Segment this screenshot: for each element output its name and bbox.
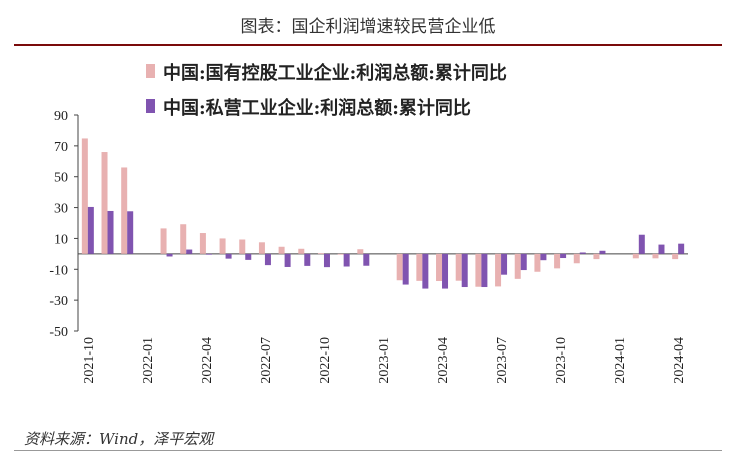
- x-tick-label: 2021-10: [82, 337, 97, 384]
- bar-private: [579, 252, 586, 254]
- x-tick-label: 2022-01: [141, 337, 156, 384]
- legend-label-state-owned: 中国:国有控股工业企业:利润总额:累计同比: [163, 62, 507, 84]
- bar-private: [225, 253, 232, 259]
- x-tick-label: 2024-04: [672, 337, 687, 384]
- bar-private: [520, 253, 527, 271]
- y-tick-label: -30: [49, 294, 68, 309]
- bar-private: [422, 253, 429, 289]
- bar-private: [264, 253, 271, 266]
- bar-state-owned: [652, 253, 659, 259]
- bar-private: [501, 253, 508, 275]
- bar-state-owned: [239, 239, 246, 254]
- x-tick-label: 2023-10: [554, 337, 569, 384]
- bar-state-owned: [514, 253, 521, 279]
- bar-state-owned: [436, 253, 443, 282]
- bar-state-owned: [199, 233, 206, 254]
- y-tick-label: -50: [49, 325, 68, 340]
- bar-private: [245, 253, 252, 260]
- bar-private: [442, 253, 449, 289]
- bar-private: [323, 253, 330, 268]
- legend-swatch-private: [146, 99, 155, 113]
- bar-state-owned: [81, 138, 88, 254]
- bar-state-owned: [278, 246, 285, 254]
- bar-private: [599, 250, 606, 254]
- source-note: 资料来源：Wind，泽平宏观: [24, 430, 214, 448]
- bar-private: [678, 243, 685, 254]
- bar-state-owned: [219, 238, 226, 254]
- bar-state-owned: [258, 242, 265, 254]
- bar-private: [284, 253, 291, 267]
- x-tick-label: 2022-10: [318, 337, 333, 384]
- bar-private: [402, 253, 409, 285]
- bar-state-owned: [121, 167, 128, 254]
- x-tick-label: 2023-01: [377, 337, 392, 384]
- bar-private: [107, 210, 114, 254]
- bar-state-owned: [573, 253, 580, 264]
- legend-swatch-state-owned: [146, 64, 155, 78]
- bar-state-owned: [455, 253, 462, 281]
- footer-divider: [14, 450, 722, 451]
- bar-state-owned: [632, 253, 639, 259]
- y-tick-label: 50: [54, 171, 68, 186]
- bar-state-owned: [475, 253, 482, 287]
- bar-state-owned: [317, 253, 324, 255]
- bar-state-owned: [672, 253, 679, 260]
- bar-private: [461, 253, 468, 288]
- x-tick-label: 2022-04: [200, 337, 215, 384]
- x-tick-label: 2023-07: [495, 337, 510, 384]
- bar-state-owned: [416, 253, 423, 281]
- bar-private: [560, 253, 567, 259]
- legend-label-private: 中国:私营工业企业:利润总额:累计同比: [163, 97, 471, 119]
- x-tick-label: 2024-01: [613, 337, 628, 384]
- bar-private: [205, 253, 212, 255]
- y-tick-label: 10: [54, 232, 68, 247]
- bar-private: [304, 253, 311, 266]
- bar-private: [540, 253, 547, 261]
- y-tick-label: 30: [54, 202, 68, 217]
- bar-state-owned: [396, 253, 403, 281]
- y-tick-label: 70: [54, 140, 68, 155]
- bar-state-owned: [534, 253, 541, 272]
- bar-state-owned: [160, 228, 167, 254]
- bar-private: [481, 253, 488, 288]
- bar-private: [658, 244, 665, 254]
- bar-private: [127, 211, 134, 254]
- x-tick-label: 2022-07: [259, 337, 274, 384]
- bar-state-owned: [337, 253, 344, 255]
- bar-state-owned: [298, 248, 305, 254]
- bar-private: [87, 206, 94, 254]
- bar-private: [166, 253, 173, 257]
- bar-state-owned: [554, 253, 561, 269]
- bar-state-owned: [180, 224, 187, 254]
- bar-private: [343, 253, 350, 267]
- bar-state-owned: [495, 253, 502, 287]
- bar-state-owned: [593, 253, 600, 260]
- bar-private: [638, 234, 645, 254]
- x-tick-label: 2023-04: [436, 337, 451, 384]
- bar-state-owned: [101, 152, 108, 254]
- y-tick-label: -10: [49, 263, 68, 278]
- bar-private: [363, 253, 370, 266]
- page-title: 图表：国企利润增速较民营企业低: [240, 17, 496, 37]
- header-divider: [14, 44, 722, 46]
- y-tick-label: 90: [54, 109, 68, 124]
- chart-legend: 中国:国有控股工业企业:利润总额:累计同比 中国:私营工业企业:利润总额:累计同…: [146, 62, 507, 119]
- bar-state-owned: [357, 249, 364, 254]
- bar-private: [186, 249, 193, 254]
